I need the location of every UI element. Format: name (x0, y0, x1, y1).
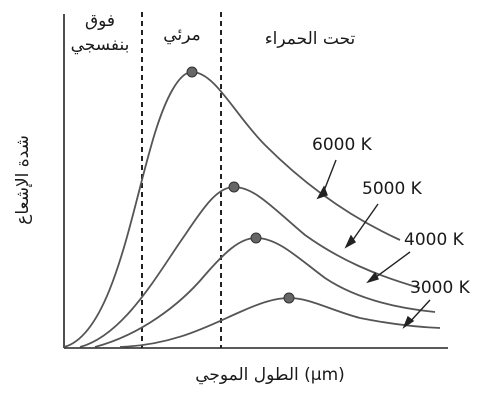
series-label-5000k: 5000 K (362, 179, 423, 199)
x-axis-title: الطول الموجي (μm) (195, 365, 345, 385)
series-curve-4000k (94, 232, 436, 348)
series-curve-3000k (119, 292, 441, 348)
region-label-infrared: تحت الحمراء (265, 29, 356, 49)
leader-5000k (349, 203, 379, 245)
series-label-6000k: 6000 K (312, 135, 373, 155)
arrowhead-4000k (366, 271, 379, 284)
series-label-3000k: 3000 K (410, 278, 471, 298)
series-label-4000k: 4000 K (404, 230, 465, 250)
series-curve-6000k (63, 66, 401, 348)
arrowhead-3000k (402, 315, 415, 329)
peak-3000k (283, 292, 295, 304)
leader-4000k (371, 251, 411, 281)
region-label-uv-line2: بنفسجي (71, 35, 130, 55)
curve-6000k (63, 71, 401, 348)
arrowhead-5000k (344, 234, 357, 249)
peak-4000k (250, 232, 262, 244)
region-label-uv-line1: فوق (85, 11, 115, 31)
region-label-visible: مرئي (163, 25, 200, 45)
peak-6000k (186, 66, 198, 78)
y-axis-title: شدة الإشعاع (13, 135, 33, 225)
leader-arrows (316, 159, 431, 329)
curve-5000k (79, 186, 421, 348)
peak-5000k (228, 181, 240, 193)
arrowhead-6000k (316, 185, 328, 200)
series-curve-5000k (79, 181, 421, 348)
